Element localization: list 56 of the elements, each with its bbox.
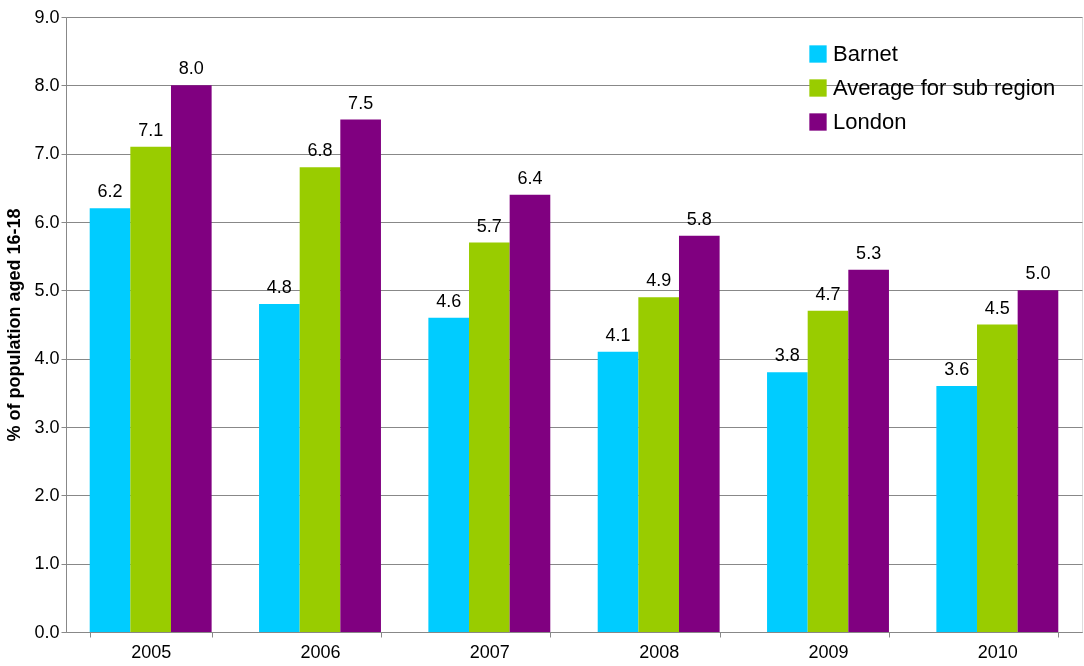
bar bbox=[597, 351, 639, 632]
y-tick-label: 5.0 bbox=[34, 279, 60, 300]
bar bbox=[977, 324, 1018, 632]
bar bbox=[428, 317, 470, 632]
x-tick-label: 2006 bbox=[300, 641, 341, 662]
data-label: 4.9 bbox=[646, 270, 672, 291]
bar bbox=[1017, 290, 1059, 632]
data-label: 4.1 bbox=[605, 324, 631, 345]
x-tick-label: 2005 bbox=[131, 641, 172, 662]
y-tick-label: 7.0 bbox=[34, 143, 60, 164]
y-tick-label: 1.0 bbox=[34, 553, 60, 574]
bar bbox=[638, 297, 679, 632]
data-label: 5.0 bbox=[1025, 263, 1051, 284]
y-tick-label: 3.0 bbox=[34, 416, 60, 437]
bar bbox=[807, 310, 849, 632]
y-tick-label: 4.0 bbox=[34, 348, 60, 369]
y-axis-title: % of population aged 16-18 bbox=[4, 208, 25, 442]
bar bbox=[509, 194, 551, 632]
bar bbox=[299, 167, 341, 632]
data-label: 6.2 bbox=[97, 181, 123, 202]
data-label: 4.5 bbox=[984, 297, 1010, 318]
bar bbox=[767, 372, 808, 632]
x-tick-label: 2007 bbox=[469, 641, 510, 662]
data-label: 6.4 bbox=[517, 167, 543, 188]
x-tick-label: 2009 bbox=[808, 641, 849, 662]
legend-label: Barnet bbox=[833, 41, 898, 66]
data-label: 8.0 bbox=[178, 58, 204, 79]
y-tick-label: 8.0 bbox=[34, 74, 60, 95]
bar bbox=[89, 208, 131, 632]
data-label: 4.6 bbox=[436, 290, 462, 311]
data-label: 7.1 bbox=[138, 119, 164, 140]
data-label: 4.7 bbox=[815, 283, 841, 304]
data-label: 5.7 bbox=[476, 215, 502, 236]
bar bbox=[469, 242, 510, 632]
bar bbox=[936, 386, 978, 632]
bar bbox=[170, 85, 212, 632]
bar bbox=[130, 146, 171, 632]
y-tick-label: 9.0 bbox=[34, 6, 60, 27]
bar bbox=[259, 304, 300, 632]
data-label: 7.5 bbox=[348, 92, 374, 113]
data-label: 3.6 bbox=[944, 359, 970, 379]
legend-label: Average for sub region bbox=[833, 75, 1056, 100]
y-tick-label: 2.0 bbox=[34, 484, 60, 505]
y-tick-label: 6.0 bbox=[34, 211, 60, 232]
legend-label: London bbox=[833, 109, 907, 134]
data-label: 5.3 bbox=[856, 242, 882, 263]
data-label: 5.8 bbox=[686, 208, 712, 229]
data-label: 3.8 bbox=[774, 345, 800, 366]
x-tick-label: 2008 bbox=[639, 641, 680, 662]
bar bbox=[848, 269, 889, 632]
bar bbox=[340, 119, 381, 632]
x-tick-label: 2010 bbox=[977, 641, 1018, 662]
data-label: 4.8 bbox=[266, 277, 292, 297]
bar bbox=[678, 235, 720, 632]
y-tick-label: 0.0 bbox=[34, 621, 60, 642]
data-label: 6.8 bbox=[307, 140, 333, 161]
